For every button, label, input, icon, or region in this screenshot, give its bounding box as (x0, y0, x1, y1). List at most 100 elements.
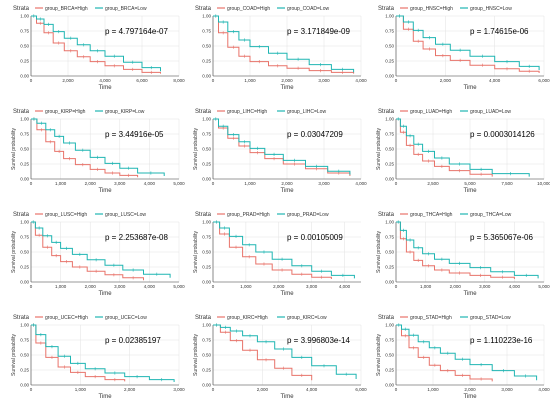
km-curve-high (213, 118, 351, 176)
km-panel-9: Strata group_THCA=High group_THCA=Low0.000… (376, 212, 550, 297)
x-tick-label: 4,000 (509, 284, 521, 289)
x-tick-label: 1,000 (420, 284, 432, 289)
km-panel-10: Strata group_UCEC=High group_UCEC=Low0.000… (11, 315, 185, 400)
legend-label-low: group_THCA=Low (470, 212, 512, 218)
x-tick-label: 2,000 (85, 181, 97, 186)
y-tick-label: 0.00 (202, 383, 211, 388)
y-axis-title: Survival probability (11, 128, 17, 170)
legend-label-high: group_COAD=High (227, 6, 270, 12)
y-tick-label: 0.75 (385, 338, 394, 343)
km-curve-low (213, 118, 351, 175)
legend-title: Strata (195, 6, 212, 12)
x-axis-title: Time (98, 188, 112, 194)
x-tick-label: 3,000 (306, 284, 318, 289)
y-tick-label: 0.75 (385, 235, 394, 240)
km-curve-high (31, 221, 144, 281)
legend-label-high: group_BRCA=High (45, 6, 88, 12)
x-tick-label: 5,000 (538, 284, 550, 289)
p-value-label: p = 3.44916e-05 (105, 130, 164, 139)
legend-label-low: group_COAD=Low (287, 6, 329, 12)
x-tick-label: 4,000 (355, 78, 367, 83)
y-tick-label: 0.25 (385, 59, 394, 64)
km-panel-1: Strata group_BRCA=High group_BRCA=Low0.000… (13, 6, 185, 91)
legend-label-low: group_KIRC=Low (287, 315, 327, 321)
x-tick-label: 0 (30, 284, 33, 289)
y-tick-label: 0.00 (385, 177, 394, 182)
x-tick-label: 2,000 (62, 78, 74, 83)
y-tick-label: 0.50 (202, 44, 211, 49)
x-tick-label: 4,000 (306, 387, 318, 392)
y-tick-label: 0.50 (202, 250, 211, 255)
y-tick-label: 0.75 (385, 29, 394, 34)
y-axis-title: Survival probability (193, 231, 199, 273)
y-tick-label: 0.00 (202, 177, 211, 182)
y-tick-label: 1.00 (20, 323, 29, 328)
y-tick-label: 0.25 (20, 368, 29, 373)
km-curve-low (213, 221, 355, 279)
legend-title: Strata (378, 6, 395, 12)
y-tick-label: 0.50 (20, 353, 29, 358)
y-tick-label: 0.75 (202, 338, 211, 343)
y-tick-label: 0.25 (202, 59, 211, 64)
x-axis-title: Time (280, 188, 294, 194)
x-tick-label: 3,000 (479, 284, 491, 289)
x-axis-title: Time (280, 394, 294, 400)
x-tick-label: 0 (395, 78, 398, 83)
y-tick-label: 0.50 (385, 147, 394, 152)
km-curve-high (396, 324, 493, 382)
legend-title: Strata (13, 6, 30, 12)
x-tick-label: 1,000 (240, 284, 252, 289)
km-curve-low (213, 15, 355, 73)
x-tick-label: 10,000 (537, 181, 550, 186)
x-tick-label: 0 (395, 387, 398, 392)
km-curve-low (31, 15, 161, 72)
y-tick-label: 0.00 (20, 383, 29, 388)
x-tick-label: 0 (212, 387, 215, 392)
y-tick-label: 0.75 (20, 235, 29, 240)
legend-label-high: group_THCA=High (410, 212, 453, 218)
x-tick-label: 1,000 (427, 387, 439, 392)
y-tick-label: 0.50 (20, 250, 29, 255)
km-panel-11: Strata group_KIRC=High group_KIRC=Low0.000… (193, 315, 367, 400)
x-tick-label: 2,000 (281, 78, 293, 83)
km-panel-7: Strata group_LUSC=High group_LUSC=Low0.000… (11, 212, 185, 297)
km-panel-8: Strata group_PRAD=High group_PRAD=Low0.000… (193, 212, 361, 297)
y-tick-label: 0.75 (202, 132, 211, 137)
x-tick-label: 0 (30, 181, 33, 186)
p-value-label: p = 4.797164e-07 (105, 27, 168, 36)
km-curve-high (213, 221, 332, 279)
km-panel-4: Strata group_KIRP=High group_KIRP=Low0.000… (11, 109, 185, 194)
y-tick-label: 0.75 (20, 132, 29, 137)
km-curve-high (396, 15, 540, 73)
x-tick-label: 6,000 (538, 78, 550, 83)
legend-label-low: group_BRCA=Low (105, 6, 147, 12)
x-tick-label: 3,000 (318, 181, 330, 186)
legend-label-high: group_HNSC=High (410, 6, 453, 12)
legend-label-high: group_LUAD=High (410, 109, 452, 115)
p-value-label: p = 1.74615e-06 (470, 27, 529, 36)
km-curve-low (213, 324, 357, 379)
y-tick-label: 1.00 (202, 117, 211, 122)
x-axis-title: Time (463, 394, 477, 400)
y-tick-label: 0.25 (202, 162, 211, 167)
legend-label-low: group_LUAD=Low (470, 109, 511, 115)
x-tick-label: 0 (212, 284, 215, 289)
x-axis-title: Time (98, 394, 112, 400)
x-tick-label: 0 (212, 181, 215, 186)
x-tick-label: 2,000 (273, 284, 285, 289)
y-tick-label: 0.00 (202, 280, 211, 285)
km-curve-low (396, 118, 530, 177)
y-axis-title: Survival probability (193, 128, 199, 170)
x-tick-label: 4,000 (99, 78, 111, 83)
x-tick-label: 6,000 (355, 387, 367, 392)
legend-label-low: group_PRAD=Low (287, 212, 329, 218)
y-tick-label: 1.00 (20, 220, 29, 225)
x-tick-label: 1,000 (244, 78, 256, 83)
p-value-label: p = 0.00105009 (287, 233, 343, 242)
legend-title: Strata (378, 109, 395, 115)
x-tick-label: 4,000 (339, 284, 351, 289)
p-value-label: p = 5.365067e-06 (470, 233, 533, 242)
x-tick-label: 0 (30, 387, 33, 392)
y-tick-label: 0.75 (202, 29, 211, 34)
